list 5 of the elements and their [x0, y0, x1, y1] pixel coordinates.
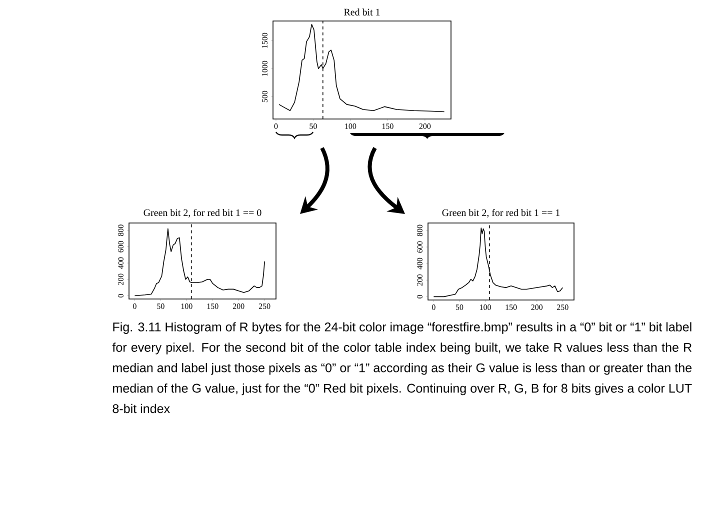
chart-title: Green bit 2, for red bit 1 == 0	[144, 208, 262, 218]
chart-title: Red bit 1	[344, 8, 380, 16]
line-series	[134, 228, 265, 296]
caption: Fig. 3.11 Histogram of R bytes for the 24-bit color image “forestfire.bmp” results in a “0” bit or “1” bit label for every pixel. For the second bit of the color table index being built, we take R values less than the R median and label just those pixels as “0” or “1” according as their G value is less than or greater than the median of the G value, just for the “0” Red bit pixels. Continuing over R, G, B for 8 bits gives a color LUT 8-bit index	[112, 322, 692, 414]
chart-title: Green bit 2, for red bit 1 == 1	[442, 208, 560, 218]
